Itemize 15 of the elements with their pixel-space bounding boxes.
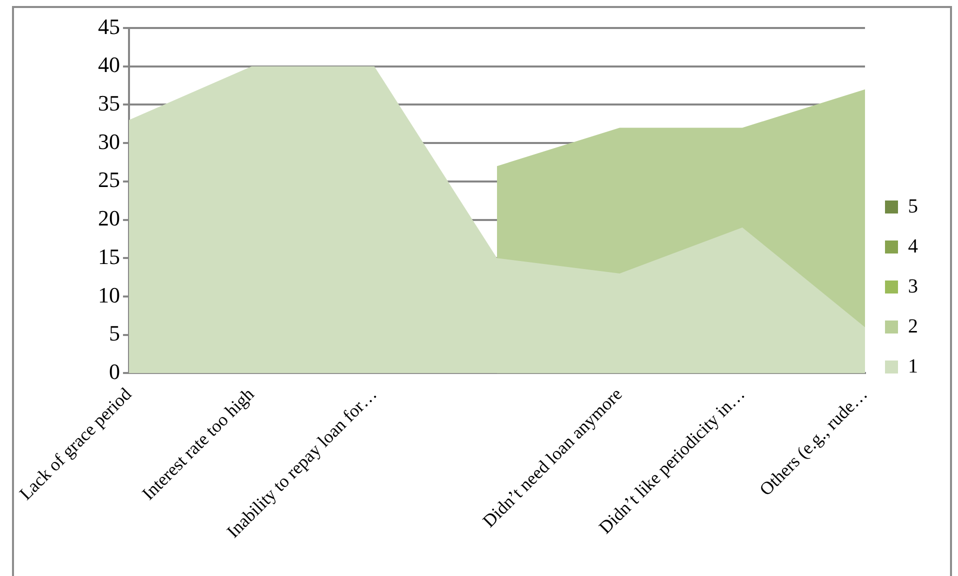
legend-label: 1 bbox=[908, 355, 918, 378]
y-tick-label: 20 bbox=[98, 206, 120, 231]
legend-label: 3 bbox=[908, 275, 918, 298]
legend-label: 2 bbox=[908, 315, 918, 338]
y-tick-label: 30 bbox=[98, 128, 120, 154]
y-tick-label: 10 bbox=[98, 282, 120, 308]
y-tick-label: 40 bbox=[98, 52, 120, 78]
y-tick-label: 25 bbox=[98, 167, 120, 192]
legend-label: 4 bbox=[908, 235, 918, 258]
y-tick-label: 35 bbox=[98, 90, 120, 116]
y-tick-label: 0 bbox=[109, 359, 120, 384]
y-tick-label: 5 bbox=[109, 320, 120, 346]
legend-label: 5 bbox=[908, 195, 918, 218]
y-tick-label: 45 bbox=[98, 14, 120, 39]
y-tick-label: 15 bbox=[98, 244, 120, 269]
